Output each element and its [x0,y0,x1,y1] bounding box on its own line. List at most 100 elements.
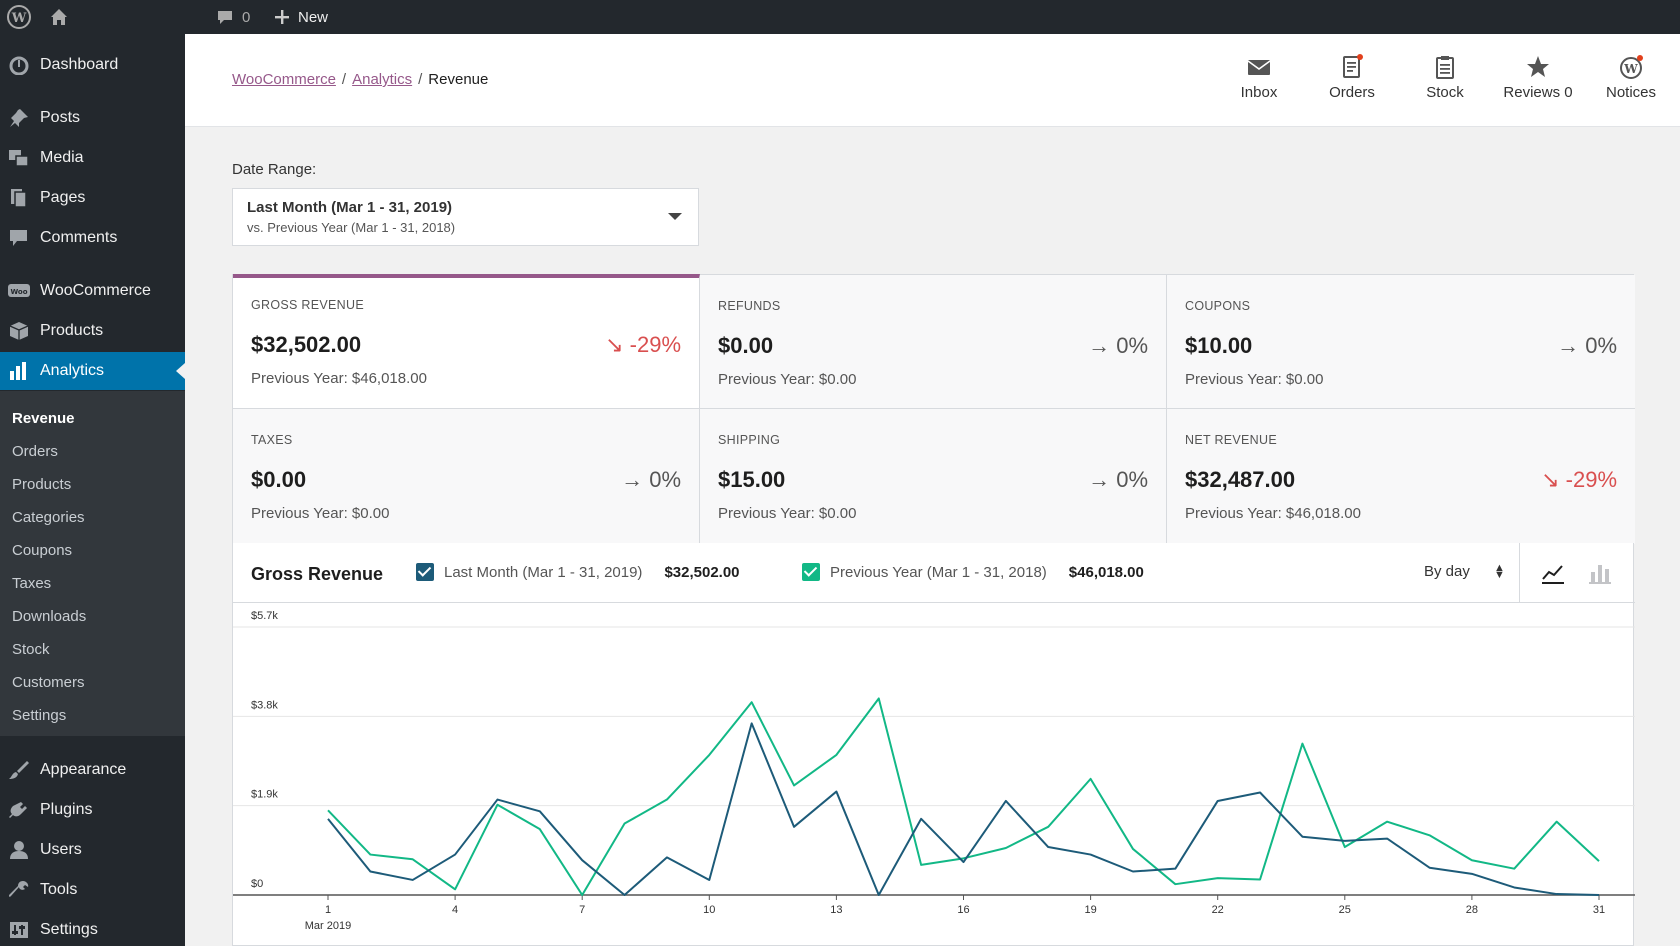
comments-link[interactable]: 0 [216,0,250,34]
chevron-down-icon [668,213,682,220]
orders-button[interactable]: Orders [1307,54,1397,114]
arrow-right-icon: → [1088,467,1117,492]
inbox-button[interactable]: Inbox [1214,54,1304,114]
delta-flat: → 0% [621,467,681,492]
reviews-button[interactable]: Reviews 0 [1493,54,1583,114]
y-tick-label: $1.9k [251,789,278,801]
settings-icon [10,922,28,938]
y-tick-label: $0 [251,878,263,890]
date-range-label: Date Range: [232,161,317,178]
svg-text:W: W [11,11,27,26]
arrow-right-icon: → [1088,333,1117,358]
line-chart-icon[interactable] [1539,559,1567,587]
pin-icon [10,109,28,127]
series-line-last-month [327,722,1600,896]
menu-item-woocommerce[interactable]: Woo WooCommerce [0,272,185,310]
menu-item-tools[interactable]: Tools [0,871,185,909]
submenu-settings[interactable]: Settings [12,707,67,724]
tile-gross-revenue[interactable]: GROSS REVENUE $32,502.00 ↘ -29% Previous… [233,274,700,409]
x-tick-label: 13 [830,904,842,916]
submenu-revenue[interactable]: Revenue [12,410,75,427]
menu-item-analytics[interactable]: Analytics [0,352,185,390]
submenu-coupons[interactable]: Coupons [12,542,73,559]
sort-arrows-icon: ▲ ▼ [1494,562,1505,581]
arrow-right-icon: → [621,467,650,492]
tile-net-revenue[interactable]: NET REVENUE $32,487.00 ↘ -29% Previous Y… [1167,409,1635,544]
chart-header: Gross Revenue Last Month (Mar 1 - 31, 20… [233,543,1635,603]
submenu-orders[interactable]: Orders [12,443,58,460]
wordpress-icon[interactable]: W [6,4,32,30]
checkbox-checked-icon[interactable] [416,563,434,581]
home-icon[interactable] [48,6,70,28]
new-content-link[interactable]: New [274,0,328,34]
x-tick-label: 19 [1084,904,1096,916]
analytics-submenu: Revenue Orders Products Categories Coupo… [0,391,185,736]
breadcrumb-woocommerce[interactable]: WooCommerce [232,71,336,88]
menu-item-media[interactable]: Media [0,139,185,177]
x-tick-label: 28 [1466,904,1478,916]
user-icon [10,841,28,859]
submenu-customers[interactable]: Customers [12,674,85,691]
delta-flat: → 0% [1088,333,1148,358]
submenu-downloads[interactable]: Downloads [12,608,87,625]
wordpress-icon: W [1620,55,1643,79]
submenu-products[interactable]: Products [12,476,72,493]
date-range-secondary: vs. Previous Year (Mar 1 - 31, 2018) [247,220,456,235]
plus-icon [275,10,289,24]
bar-chart-icon[interactable] [1586,559,1614,587]
date-range-select[interactable]: Last Month (Mar 1 - 31, 2019) vs. Previo… [232,188,699,246]
tile-taxes[interactable]: TAXES $0.00 → 0% Previous Year: $0.00 [233,409,700,544]
delta-flat: → 0% [1088,467,1148,492]
date-range-primary: Last Month (Mar 1 - 31, 2019) [247,199,453,216]
checkbox-checked-icon[interactable] [802,563,820,581]
interval-select[interactable]: By day ▲ ▼ [1424,562,1505,581]
star-icon [1527,56,1549,77]
tile-shipping[interactable]: SHIPPING $15.00 → 0% Previous Year: $0.0… [700,409,1167,544]
menu-item-settings[interactable]: Settings [0,911,185,946]
delta-down: ↘ -29% [1541,467,1617,492]
inbox-icon [1247,60,1271,75]
new-label: New [298,8,329,26]
stock-button[interactable]: Stock [1400,54,1490,114]
tile-refunds[interactable]: REFUNDS $0.00 → 0% Previous Year: $0.00 [700,275,1167,409]
stock-icon [1436,56,1454,79]
admin-sidebar: Dashboard Posts Media Pages Comments Woo… [0,34,185,946]
legend-item-previous[interactable]: Previous Year (Mar 1 - 31, 2018) $46,018… [802,563,1144,581]
x-tick-label: 7 [579,904,585,916]
pages-icon [11,189,27,208]
menu-item-pages[interactable]: Pages [0,179,185,217]
brush-icon [9,761,29,779]
notices-button[interactable]: W Notices [1586,54,1676,114]
arrow-right-icon: → [1557,333,1586,358]
submenu-taxes[interactable]: Taxes [12,575,52,592]
comment-bubble-icon [218,11,232,24]
delta-flat: → 0% [1557,333,1617,358]
y-tick-label: $3.8k [251,699,278,711]
breadcrumb-current: Revenue [428,71,489,88]
box-icon [9,322,29,340]
menu-item-posts[interactable]: Posts [0,99,185,137]
x-tick-label: 22 [1212,904,1224,916]
comments-count: 0 [242,8,251,26]
menu-item-comments[interactable]: Comments [0,219,185,257]
breadcrumb-analytics[interactable]: Analytics [352,71,413,88]
svg-text:Woo: Woo [10,288,27,296]
x-tick-label: 4 [452,904,458,916]
wrench-icon [9,881,29,897]
orders-icon [1343,54,1363,78]
menu-item-dashboard[interactable]: Dashboard [0,46,185,84]
bar-chart-icon [10,362,26,380]
menu-item-appearance[interactable]: Appearance [0,751,185,789]
menu-item-plugins[interactable]: Plugins [0,791,185,829]
tile-coupons[interactable]: COUPONS $10.00 → 0% Previous Year: $0.00 [1167,275,1635,409]
legend-item-current[interactable]: Last Month (Mar 1 - 31, 2019) $32,502.00 [416,563,740,581]
svg-text:W: W [1623,62,1638,76]
submenu-stock[interactable]: Stock [12,641,50,658]
arrow-down-right-icon: ↘ [1541,467,1566,492]
submenu-categories[interactable]: Categories [12,509,85,526]
series-line-previous-year [327,697,1600,896]
x-tick-label: 31 [1593,904,1605,916]
menu-item-products[interactable]: Products [0,312,185,350]
woocommerce-icon: Woo [8,284,30,297]
menu-item-users[interactable]: Users [0,831,185,869]
